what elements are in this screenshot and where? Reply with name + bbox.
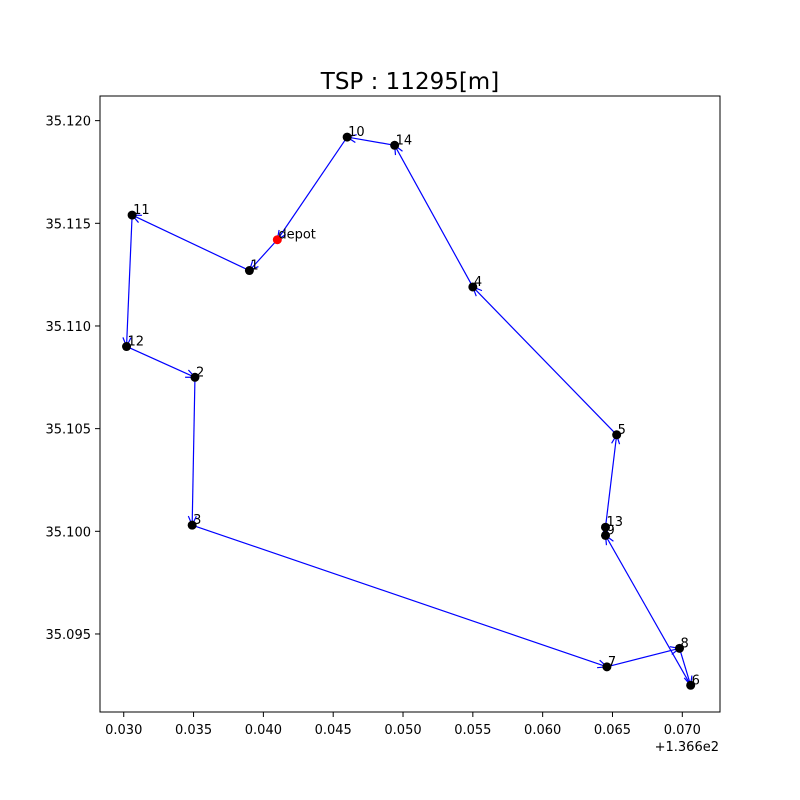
node-label: 11 [133, 203, 150, 218]
route-line [276, 136, 348, 241]
chart-title: TSP : 11295[m] [320, 69, 499, 95]
x-tick-label: 0.060 [524, 723, 561, 738]
depot-label: depot [278, 228, 316, 243]
axis-layer: 0.030 0.035 0.040 0.045 0.050 0.055 0.060 0.065… [46, 115, 701, 738]
route-line [191, 524, 608, 668]
node-point [342, 132, 352, 142]
node-label: 10 [348, 125, 365, 140]
node-label: 9 [606, 523, 614, 538]
node-point [686, 680, 696, 690]
route-line [125, 215, 133, 347]
x-tick-label: 0.070 [664, 723, 701, 738]
route-line [394, 144, 474, 288]
route-line [606, 647, 680, 668]
route-line [347, 136, 395, 146]
node-label: 12 [128, 335, 145, 350]
route-line [131, 214, 250, 272]
node-label: 3 [193, 513, 201, 528]
x-tick-label: 0.035 [175, 723, 212, 738]
node-point [127, 210, 137, 220]
y-tick-label: 35.110 [46, 320, 92, 335]
node-label: 5 [618, 423, 626, 438]
x-tick-label: 0.065 [594, 723, 631, 738]
node-label: 1 [250, 259, 258, 274]
route-line [678, 648, 692, 686]
y-tick-label: 35.115 [46, 217, 92, 232]
route-line [126, 345, 196, 378]
node-point [612, 430, 622, 440]
node-label: 2 [196, 365, 204, 380]
route-line [248, 239, 278, 271]
node-label: 6 [692, 673, 700, 688]
node-point [600, 530, 610, 540]
node-point [187, 520, 197, 530]
node-point [190, 372, 200, 382]
y-tick-label: 35.105 [46, 423, 92, 438]
node-point [602, 662, 612, 672]
route-layer [122, 134, 693, 687]
node-label: 4 [474, 275, 482, 290]
x-tick-label: 0.050 [384, 723, 421, 738]
y-tick-label: 35.120 [46, 115, 92, 130]
node-point [468, 282, 478, 292]
route-line [604, 434, 618, 528]
x-offset-label: +1.366e2 [655, 740, 719, 755]
depot-point [272, 235, 282, 245]
y-tick-label: 35.100 [46, 525, 92, 540]
node-point [244, 266, 254, 276]
node-point [600, 522, 610, 532]
node-label: 7 [608, 655, 616, 670]
node-label: 13 [606, 515, 623, 530]
x-tick-label: 0.045 [315, 723, 352, 738]
x-tick-label: 0.055 [454, 723, 491, 738]
node-label: 8 [681, 636, 689, 651]
node-label: 14 [396, 133, 413, 148]
y-tick-label: 35.095 [46, 628, 92, 643]
plot-frame [99, 95, 721, 713]
node-point [675, 643, 685, 653]
x-tick-label: 0.040 [245, 723, 282, 738]
route-line [472, 286, 618, 436]
route-line [604, 535, 692, 686]
node-point [390, 140, 400, 150]
node-point [122, 342, 132, 352]
route-line [191, 377, 196, 526]
x-tick-label: 0.030 [105, 723, 142, 738]
